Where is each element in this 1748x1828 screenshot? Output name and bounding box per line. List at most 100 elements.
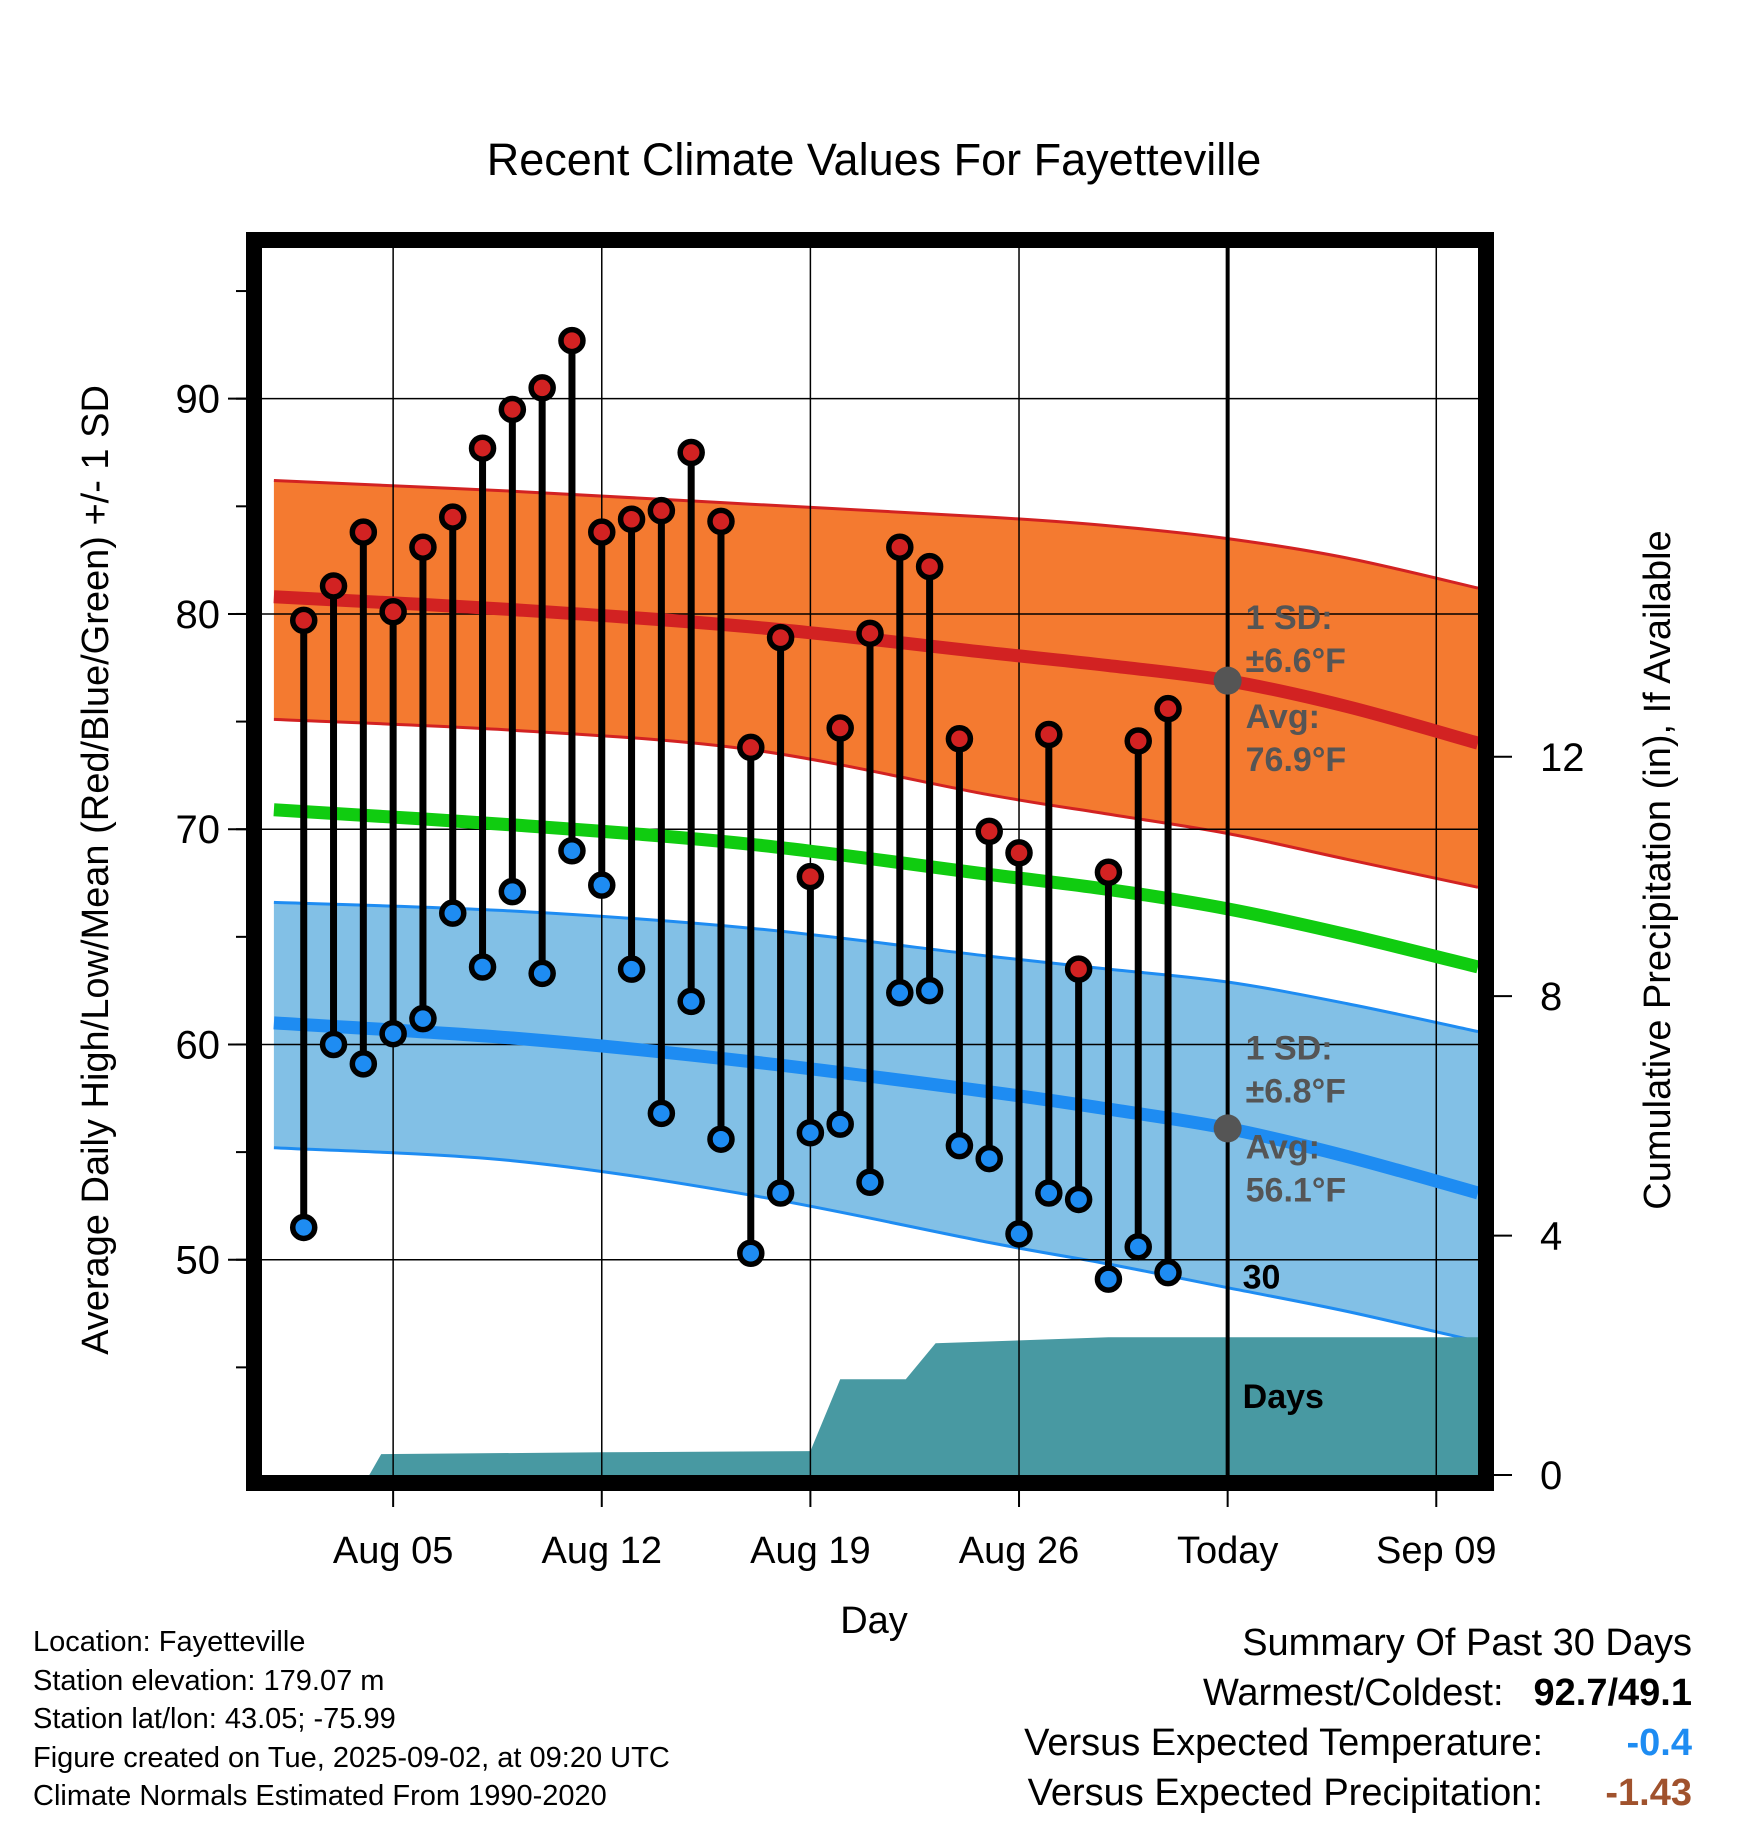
obs-high-dot (289, 606, 318, 635)
obs-high-dot (766, 623, 795, 652)
summary-temp-label: Versus Expected Temperature: (1024, 1722, 1543, 1764)
y2-tick-label: 8 (1540, 975, 1562, 1019)
days-label-number: 30 (1243, 1258, 1281, 1296)
y-tick-label: 70 (176, 808, 221, 852)
obs-high-dot (319, 572, 348, 600)
obs-low-dot (737, 1239, 765, 1268)
obs-low-dot (886, 979, 914, 1007)
days-label-text: Days (1243, 1378, 1324, 1416)
today-low-avg-dot (1213, 1114, 1242, 1143)
obs-high-dot (379, 598, 407, 626)
high-sd-label: 1 SD: (1246, 599, 1333, 637)
x-tick-label: Sep 09 (1376, 1530, 1496, 1572)
x-tick-label: Aug 19 (750, 1530, 870, 1572)
obs-low-dot (1154, 1258, 1182, 1287)
obs-high-dot (975, 817, 1003, 846)
obs-low-dot (1035, 1179, 1063, 1207)
obs-high-dot (349, 518, 378, 546)
obs-high-dot (915, 552, 944, 581)
summary-warmest-label: Warmest/Coldest: (1202, 1672, 1504, 1714)
info-created: Figure created on Tue, 2025-09-02, at 09… (33, 1741, 670, 1774)
obs-high-dot (886, 533, 914, 561)
obs-low-dot (1005, 1220, 1033, 1248)
x-tick-label: Aug 26 (959, 1530, 1079, 1572)
obs-low-dot (528, 959, 556, 988)
obs-high-dot (677, 438, 705, 467)
plot-frame (246, 232, 1494, 1491)
obs-high-dot (617, 505, 646, 533)
info-latlon: Station lat/lon: 43.05; -75.99 (33, 1703, 396, 1735)
obs-low-dot (558, 836, 586, 865)
obs-low-dot (319, 1030, 348, 1059)
obs-low-dot (1064, 1185, 1093, 1214)
x-tick-label: Aug 05 (333, 1530, 453, 1572)
obs-high-dot (826, 714, 854, 742)
info-normals: Climate Normals Estimated From 1990-2020 (33, 1780, 607, 1812)
obs-low-dot (349, 1050, 378, 1078)
obs-low-dot (766, 1179, 795, 1207)
x-tick-label: Today (1177, 1530, 1278, 1572)
summary-title-row: Summary Of Past 30 Days (1024, 1618, 1692, 1668)
obs-low-dot (379, 1019, 407, 1048)
low-sd-band (273, 902, 1478, 1342)
obs-high-dot (498, 395, 527, 424)
y2-tick-label: 12 (1540, 736, 1585, 780)
y2-tick-label: 4 (1540, 1215, 1562, 1259)
obs-low-dot (617, 955, 646, 983)
obs-high-dot (528, 374, 556, 402)
summary-precip-row: Versus Expected Precipitation: -1.43 (1024, 1768, 1692, 1818)
x-tick-label: Aug 12 (542, 1530, 662, 1572)
summary-precip-value: -1.43 (1605, 1772, 1692, 1814)
obs-low-dot (438, 899, 467, 927)
summary-warmest-value: 92.7/49.1 (1533, 1672, 1692, 1714)
obs-high-dot (707, 507, 735, 536)
summary-temp-row: Versus Expected Temperature: -0.4 (1024, 1718, 1692, 1768)
info-location: Location: Fayetteville (33, 1626, 306, 1658)
obs-low-dot (915, 976, 944, 1005)
obs-high-dot (438, 503, 467, 531)
obs-low-dot (796, 1118, 825, 1147)
obs-high-dot (856, 619, 884, 648)
y2-axis-label: Cumulative Precipitation (in), If Availa… (1637, 530, 1679, 1209)
obs-high-dot (1064, 955, 1093, 983)
summary-temp-value: -0.4 (1626, 1722, 1692, 1764)
summary-panel: Summary Of Past 30 Days Warmest/Coldest:… (1024, 1618, 1692, 1818)
summary-warmest-row: Warmest/Coldest: 92.7/49.1 (1024, 1668, 1692, 1718)
info-elevation: Station elevation: 179.07 m (33, 1664, 385, 1697)
obs-low-dot (975, 1144, 1003, 1173)
chart-title: Recent Climate Values For Fayetteville (487, 134, 1261, 185)
obs-high-dot (1124, 727, 1152, 755)
obs-low-dot (409, 1004, 437, 1033)
obs-low-dot (826, 1110, 854, 1138)
x-axis-label: Day (840, 1600, 908, 1642)
obs-high-dot (796, 862, 825, 891)
low-sd-label: 1 SD: (1246, 1030, 1333, 1068)
y-tick-label: 60 (176, 1023, 221, 1067)
obs-low-dot (945, 1131, 974, 1160)
today-high-avg-dot (1213, 666, 1242, 695)
obs-high-dot (468, 434, 497, 462)
low-avg-label: Avg: (1246, 1129, 1320, 1167)
obs-low-dot (289, 1213, 318, 1242)
high-avg-label: Avg: (1246, 698, 1320, 736)
obs-high-dot (647, 496, 676, 525)
obs-low-dot (647, 1099, 676, 1128)
low-avg-value: 56.1°F (1246, 1172, 1347, 1210)
obs-high-dot (558, 326, 586, 355)
obs-low-dot (1094, 1265, 1123, 1293)
obs-low-dot (856, 1168, 884, 1196)
obs-low-dot (1124, 1233, 1152, 1261)
y-axis-label: Average Daily High/Low/Mean (Red/Blue/Gr… (75, 385, 117, 1355)
precip-area (273, 1337, 1478, 1475)
obs-low-dot (707, 1125, 735, 1153)
summary-precip-label: Versus Expected Precipitation: (1027, 1772, 1543, 1814)
obs-low-dot (677, 987, 705, 1016)
obs-high-dot (1094, 858, 1123, 887)
obs-high-dot (1154, 694, 1182, 723)
plot-area: 1 SD: ±6.6°F Avg: 76.9°F 1 SD: ±6.8°F Avg: 56.1… (176, 232, 1585, 1572)
low-sd-value: ±6.8°F (1246, 1073, 1346, 1111)
high-avg-value: 76.9°F (1246, 741, 1347, 779)
y-tick-label: 90 (176, 378, 221, 422)
station-info: Location: Fayetteville Station elevation… (33, 1623, 670, 1816)
